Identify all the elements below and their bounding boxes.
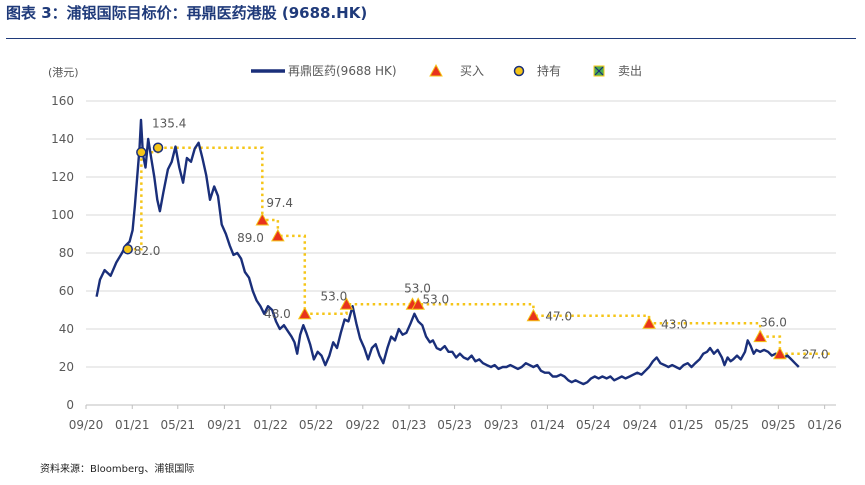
price-line [95,118,800,386]
grid-lines [86,100,836,406]
x-tick-label: 09/22 [345,418,380,432]
hold-marker [152,142,164,153]
y-tick-label: 160 [51,94,74,108]
title-divider [6,38,856,39]
target-price-label: 43.0 [661,317,688,331]
y-tick-label: 140 [51,132,74,146]
x-tick-label: 01/23 [392,418,427,432]
y-tick-label: 40 [59,322,74,336]
legend-hold-icon [513,65,525,77]
x-axis: 09/20 01/21 05/21 09/21 01/22 05/22 09/22 01/23… [69,405,842,432]
x-tick-label: 05/22 [299,418,334,432]
target-price-label: 97.4 [266,196,293,210]
target-price-label: 53.0 [404,281,431,295]
x-tick-label: 05/24 [576,418,611,432]
target-price-label: 27.0 [802,348,829,362]
buy-marker [297,306,312,320]
legend-hold-label: 持有 [537,63,561,78]
hold-marker [136,147,147,158]
y-tick-label: 0 [66,398,74,412]
x-tick-label: 09/24 [623,418,658,432]
buy-marker [339,297,354,310]
target-price-label: 53.0 [422,292,449,306]
x-tick-label: 05/21 [160,418,195,432]
y-tick-label: 80 [59,246,74,260]
x-tick-label: 09/23 [484,418,519,432]
x-tick-label: 05/23 [437,418,472,432]
target-price-label: 53.0 [320,289,347,303]
x-tick-label: 09/20 [69,418,104,432]
y-tick-label: 60 [59,284,74,298]
legend-sell-label: 卖出 [618,64,642,78]
x-tick-label: 05/25 [714,418,749,432]
y-tick-label: 120 [51,170,74,184]
page-title: 图表 3：浦银国际目标价：再鼎医药港股 (9688.HK) [6,4,368,22]
x-tick-label: 09/21 [207,418,242,432]
x-tick-label: 01/24 [530,418,565,432]
target-price-path [127,146,832,355]
x-tick-label: 01/21 [115,418,150,432]
buy-marker [271,228,285,242]
buy-marker [773,346,787,360]
price-series [95,118,800,386]
legend: 再鼎医药(9688 HK) 买入 持有 卖出 [251,63,642,78]
buy-marker [642,316,656,329]
legend-buy-icon [429,63,443,77]
target-price-label: 48.0 [264,307,291,321]
hold-marker [122,243,133,255]
buy-marker [411,297,425,310]
legend-price-label: 再鼎医药(9688 HK) [288,64,397,78]
target-price-label: 36.0 [760,316,787,330]
legend-buy-label: 买入 [460,64,484,78]
x-tick-label: 09/25 [761,418,796,432]
y-tick-label: 20 [59,360,74,374]
buy-marker [526,308,541,322]
target-price-label: 135.4 [152,117,186,131]
target-price-label: 82.0 [134,244,161,258]
x-tick-label: 01/25 [669,418,704,432]
y-tick-label: 100 [51,208,74,222]
x-tick-label: 01/22 [253,418,288,432]
y-axis-label: (港元) [48,66,79,79]
buy-marker [753,329,768,343]
x-tick-label: 01/26 [807,418,842,432]
buy-marker [255,212,270,226]
y-axis: 0 20 40 60 80 100 120 140 160 [51,94,74,412]
target-price-line [127,146,832,355]
target-price-label: 47.0 [545,310,572,324]
target-price-label: 89.0 [237,231,264,245]
source-note: 资料来源：Bloomberg、浦银国际 [40,464,195,475]
